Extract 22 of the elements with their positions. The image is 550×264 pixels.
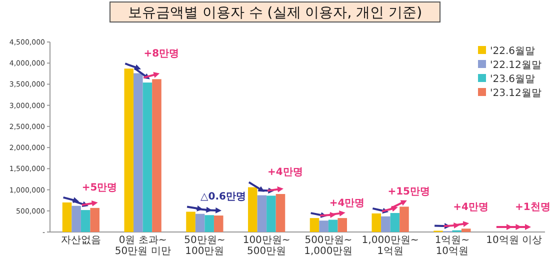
x-tick-label: 10억원 이상 [486, 235, 542, 246]
annotation: +15만명 [388, 186, 430, 198]
x-tick-label: 50만원~100만원 [184, 235, 226, 257]
legend-label: '23.6월말 [490, 74, 536, 85]
x-tick-label: 1,000만원~1억원 [362, 235, 419, 257]
x-tick-label: 자산없음 [60, 235, 101, 246]
legend-label: '23.12월말 [490, 88, 542, 99]
x-tick-label: 500만원~1,000만원 [304, 235, 353, 257]
annotation: +5만명 [82, 182, 118, 194]
annotation: +4만명 [453, 202, 488, 213]
x-tick-label: 100만원~500만원 [242, 235, 290, 257]
annotation: +1천명 [514, 202, 550, 213]
annotation: △0.6만명 [200, 192, 246, 203]
legend-label: '22.6월말 [490, 46, 536, 57]
annotation: +4만명 [329, 198, 365, 210]
x-tick-label: 0원 초과~50만원 미만 [114, 235, 171, 257]
x-tick-label: 1억원~10억원 [434, 235, 470, 257]
chart-title: 보유금액별 이용자 수 (실제 이용자, 개인 기준) [128, 5, 422, 21]
annotation: +8만명 [144, 48, 180, 60]
title: 보유금액별 이용자 수 (실제 이용자, 개인 기준) [110, 2, 440, 22]
annotation: +4만명 [267, 167, 303, 178]
legend-label: '22.12월말 [490, 60, 542, 71]
